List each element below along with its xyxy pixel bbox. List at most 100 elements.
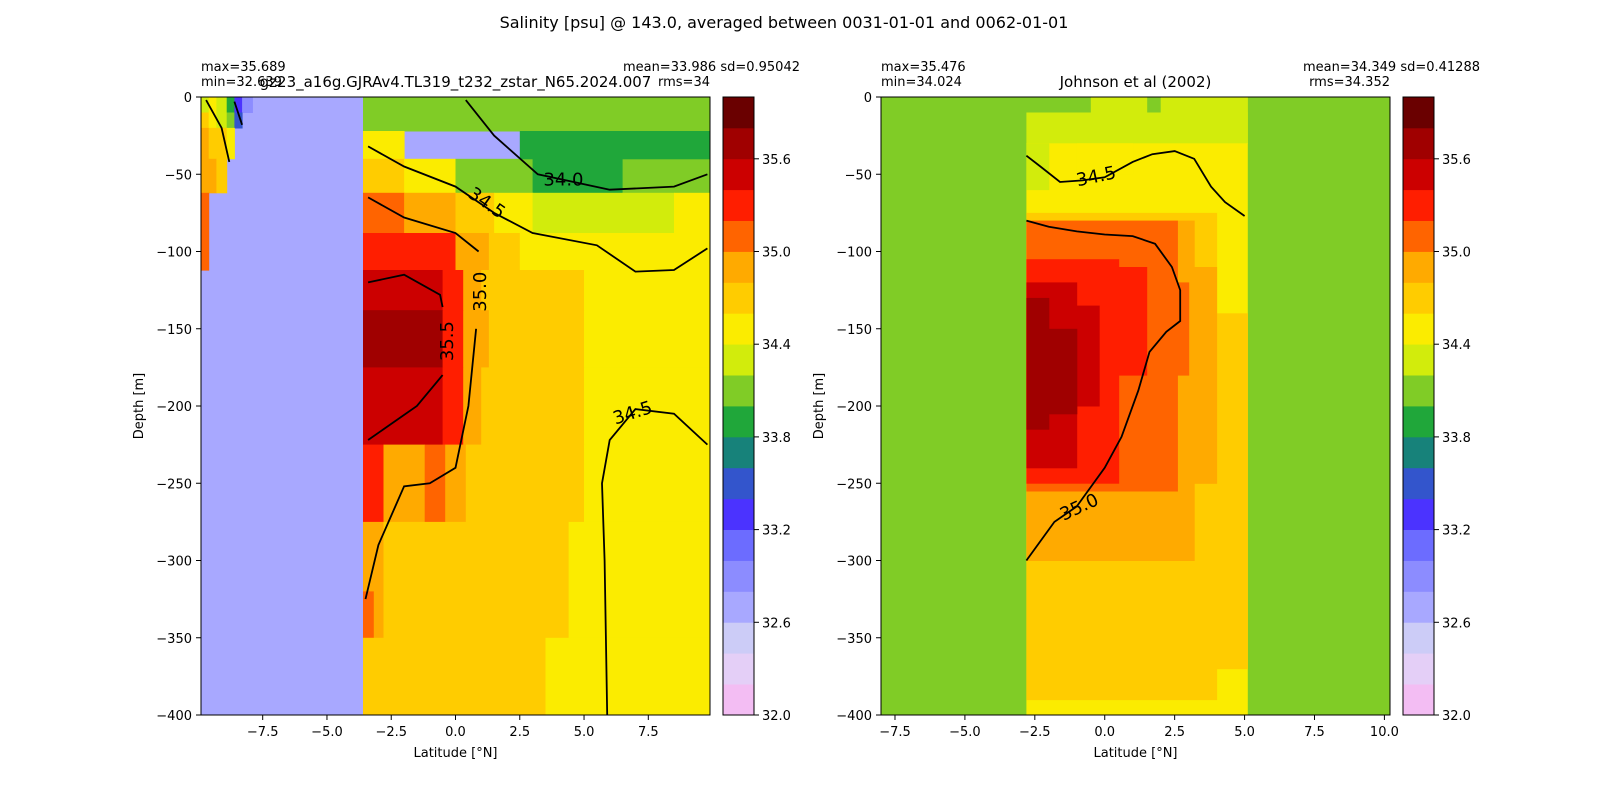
heatmap-cell — [463, 367, 482, 446]
colorbar-segment — [1403, 591, 1434, 623]
panels: 34.034.535.035.534.5−7.5 −5.0 −2.5 0.0 2.5 5.… — [132, 60, 1480, 761]
heatmap-cell — [519, 131, 611, 160]
plot-area: 34.535.0 — [881, 97, 1390, 715]
y-tick-label: −300 — [156, 555, 192, 570]
colorbar-tick-label: 33.8 — [762, 431, 791, 446]
colorbar-tick-label: 35.6 — [762, 153, 791, 168]
heatmap-cell — [1076, 305, 1100, 407]
heatmap-cell — [216, 97, 228, 113]
y-tick-label: −200 — [156, 400, 192, 415]
heatmap-cell — [216, 112, 228, 129]
x-tick-label: 7.5 — [1304, 725, 1325, 740]
colorbar-segment — [723, 684, 754, 716]
x-tick-label: 2.5 — [1164, 725, 1185, 740]
colorbar-tick-label: 35.0 — [762, 246, 791, 261]
heatmap-cell — [481, 367, 585, 446]
heatmap-cell — [383, 521, 570, 639]
colorbar-segment — [723, 189, 754, 221]
heatmap-cell — [1026, 143, 1050, 191]
colorbar-segment — [1403, 436, 1434, 469]
heatmap-cell — [481, 270, 534, 311]
heatmap-cell — [208, 97, 217, 113]
x-tick-label: 5.0 — [574, 725, 595, 740]
heatmap-cell — [201, 112, 210, 129]
heatmap-cell — [545, 637, 710, 715]
heatmap-cell — [242, 97, 253, 113]
colorbar-segment — [1403, 189, 1434, 221]
y-tick-label: −350 — [156, 632, 192, 647]
colorbar-tick-label: 34.4 — [762, 338, 791, 353]
colorbar: 32.0 32.6 33.2 33.8 34.4 35.0 35.6 — [1402, 96, 1471, 724]
x-tick-label: −7.5 — [879, 725, 911, 740]
colorbar-tick-label: 32.6 — [762, 616, 791, 631]
colorbar: 32.0 32.6 33.2 33.8 34.4 35.0 35.6 — [722, 96, 791, 724]
heatmap-cell — [445, 444, 467, 523]
contour-line-34-5 — [205, 99, 231, 163]
heatmap-cell — [226, 97, 235, 113]
colorbar-segment — [1403, 622, 1434, 654]
colorbar-segment — [1403, 529, 1434, 561]
colorbar-tick-label: 33.2 — [1442, 524, 1471, 539]
heatmap-cell — [363, 444, 385, 523]
x-tick-label: 0.0 — [445, 725, 466, 740]
colorbar-segment — [1403, 282, 1434, 314]
heatmap-cell — [201, 97, 210, 113]
heatmap-cell — [442, 367, 464, 446]
x-tick-label: 5.0 — [1234, 725, 1255, 740]
contour-line-34-0 — [233, 101, 243, 126]
colorbar-segment — [1403, 375, 1434, 407]
y-tick-label: −150 — [156, 323, 192, 338]
colorbar-segment — [723, 467, 754, 500]
stat-max: max=35.476 — [881, 60, 966, 75]
heatmap-cell — [494, 192, 534, 234]
colorbar-segment — [1403, 313, 1434, 345]
contour-line-34-5 — [367, 145, 708, 273]
heatmap-cell — [1216, 313, 1248, 670]
y-axis-label: Depth [m] — [132, 373, 147, 440]
heatmap-cell — [1118, 267, 1148, 376]
heatmap-cell — [1026, 143, 1248, 214]
colorbar-tick-label: 33.2 — [762, 524, 791, 539]
colorbar-segment — [723, 313, 754, 345]
y-tick-label: −50 — [165, 168, 192, 183]
heatmap-cell — [584, 310, 710, 368]
colorbar-segment — [723, 653, 754, 685]
colorbar-segment — [723, 344, 754, 376]
contour-label: 35.0 — [470, 272, 491, 312]
panel-title: Johnson et al (2002) — [1059, 73, 1212, 91]
heatmap-cell — [201, 192, 210, 271]
y-tick-label: −100 — [156, 246, 192, 261]
heatmap-cell — [424, 444, 446, 523]
colorbar-segment — [723, 529, 754, 561]
contour-line-34-5 — [601, 408, 709, 715]
heatmap-cell — [226, 127, 235, 160]
colorbar-segment — [723, 97, 754, 129]
heatmap-cell — [383, 444, 426, 523]
colorbar-segment — [1403, 498, 1434, 530]
colorbar-segment — [723, 591, 754, 623]
x-tick-label: −5.0 — [949, 725, 981, 740]
contour-line-35-5 — [367, 374, 444, 441]
heatmap-cell — [488, 310, 585, 368]
stat-rms: rms=34 — [658, 75, 710, 90]
heatmap-cell — [363, 591, 374, 639]
colorbar-frame — [722, 96, 755, 716]
x-tick-label: −2.5 — [375, 725, 407, 740]
panel-2: 34.535.0 −7.5 −5.0 −2.5 0.0 2.5 5.0 7.5 10.0 0 −50… — [812, 60, 1480, 761]
colorbar-segment — [1403, 467, 1434, 500]
heatmap-cell — [532, 270, 585, 311]
x-tick-label: −2.5 — [1019, 725, 1051, 740]
stat-min: min=32.639 — [201, 75, 282, 90]
heatmap-cell — [584, 270, 710, 311]
heatmap-cell — [1076, 143, 1134, 175]
x-tick-label: 10.0 — [1370, 725, 1399, 740]
stat-mean-sd: mean=34.349 sd=0.41288 — [1303, 60, 1480, 75]
heatmap-cell — [216, 127, 228, 160]
heatmap-cell — [584, 444, 710, 523]
colorbar-segment — [1403, 97, 1434, 129]
heatmap-cell — [584, 367, 710, 446]
y-tick-label: 0 — [184, 91, 192, 106]
colorbar-segment — [723, 375, 754, 407]
heatmap-cell — [1090, 97, 1148, 113]
